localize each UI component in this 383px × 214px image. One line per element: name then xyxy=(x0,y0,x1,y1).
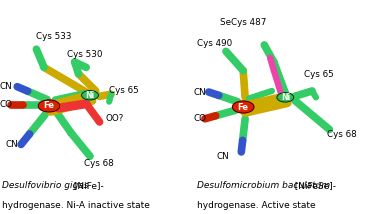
Text: Cys 533: Cys 533 xyxy=(36,32,72,41)
Text: CO: CO xyxy=(193,114,206,123)
Text: SeCys 487: SeCys 487 xyxy=(220,18,267,27)
Text: Cys 65: Cys 65 xyxy=(304,70,334,79)
Circle shape xyxy=(232,101,254,113)
Text: CN: CN xyxy=(193,88,206,97)
Text: Fe: Fe xyxy=(238,103,249,111)
Text: [NiFeSe]-: [NiFeSe]- xyxy=(197,181,336,190)
Text: CO: CO xyxy=(0,100,13,109)
Text: CN: CN xyxy=(216,152,229,161)
Text: Cys 530: Cys 530 xyxy=(67,50,103,59)
Text: CN: CN xyxy=(0,82,13,91)
Circle shape xyxy=(82,91,98,100)
Text: Cys 68: Cys 68 xyxy=(84,159,114,168)
Circle shape xyxy=(277,93,294,102)
Text: Ni: Ni xyxy=(281,93,290,102)
Text: hydrogenase. Active state: hydrogenase. Active state xyxy=(197,201,316,210)
Text: Desulfovibrio gigas: Desulfovibrio gigas xyxy=(2,181,88,190)
Text: Fe: Fe xyxy=(44,101,54,110)
Text: Cys 68: Cys 68 xyxy=(327,130,357,139)
Text: [NiFe]-: [NiFe]- xyxy=(2,181,104,190)
Text: CN: CN xyxy=(6,140,18,149)
Text: Desulfomicrobium baculatum: Desulfomicrobium baculatum xyxy=(197,181,331,190)
Text: OO?: OO? xyxy=(105,114,124,123)
Text: Cys 490: Cys 490 xyxy=(197,39,232,48)
Circle shape xyxy=(38,100,60,112)
Text: hydrogenase. Ni-A inactive state: hydrogenase. Ni-A inactive state xyxy=(2,201,150,210)
Text: Cys 65: Cys 65 xyxy=(109,86,139,95)
Text: Ni: Ni xyxy=(85,91,95,100)
